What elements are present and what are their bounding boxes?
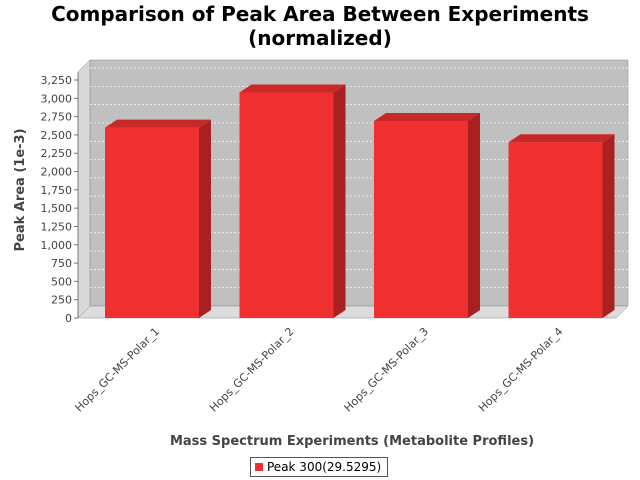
y-tick-label: 1,000 — [41, 239, 73, 252]
legend: Peak 300(29.5295) — [250, 457, 389, 477]
bar-top — [105, 119, 211, 128]
bar-side — [199, 119, 211, 318]
chart-title-line-2: (normalized) — [248, 26, 392, 50]
y-tick-label: 3,250 — [41, 74, 73, 87]
bar-side — [333, 84, 346, 318]
y-tick-label: 2,500 — [41, 129, 73, 142]
bar-group — [374, 113, 480, 318]
y-tick-label: 3,000 — [41, 92, 73, 105]
bar-group — [508, 134, 615, 318]
y-axis-label: Peak Area (1e-3) — [13, 128, 28, 251]
y-tick-label: 2,000 — [41, 166, 73, 179]
y-tick-label: 2,750 — [41, 111, 73, 124]
y-tick-label: 1,500 — [41, 202, 73, 215]
chart-title-line-1: Comparison of Peak Area Between Experime… — [51, 2, 589, 26]
y-tick-label: 2,250 — [41, 147, 73, 160]
y-axis: 0 250 500 750 1,000 1,250 1,500 1,750 2,000 2,250… — [41, 72, 79, 325]
bar-top — [508, 134, 615, 143]
x-tick-label: Hops_GC-MS-Polar_1 — [73, 325, 163, 415]
bar-side — [468, 113, 480, 318]
x-tick-label: Hops_GC-MS-Polar_2 — [207, 325, 297, 415]
x-axis-label: Mass Spectrum Experiments (Metabolite Pr… — [170, 434, 534, 449]
bar-side — [602, 134, 615, 318]
bar — [105, 127, 199, 318]
x-tick-label: Hops_GC-MS-Polar_3 — [342, 325, 432, 415]
y-tick-label: 0 — [65, 312, 72, 325]
bar-top — [239, 84, 346, 93]
plot-side-wall — [77, 59, 91, 319]
bar-group — [105, 119, 211, 318]
chart-title: Comparison of Peak Area Between Experime… — [0, 2, 640, 50]
y-tick-label: 250 — [51, 294, 72, 307]
y-tick-label: 1,750 — [41, 184, 73, 197]
y-tick-label: 1,250 — [41, 220, 73, 233]
x-tick-label: Hops_GC-MS-Polar_4 — [476, 325, 566, 415]
bar-group — [239, 84, 346, 318]
bars — [105, 84, 615, 318]
bar — [239, 92, 334, 318]
legend-swatch-icon — [255, 463, 263, 471]
legend-label: Peak 300(29.5295) — [267, 460, 382, 474]
bar — [374, 121, 468, 318]
x-axis: Hops_GC-MS-Polar_1 Hops_GC-MS-Polar_2 Hops… — [73, 325, 566, 415]
y-tick-label: 500 — [51, 275, 72, 288]
y-tick-label: 750 — [51, 257, 72, 270]
bar-top — [374, 113, 480, 122]
bar — [508, 142, 603, 318]
